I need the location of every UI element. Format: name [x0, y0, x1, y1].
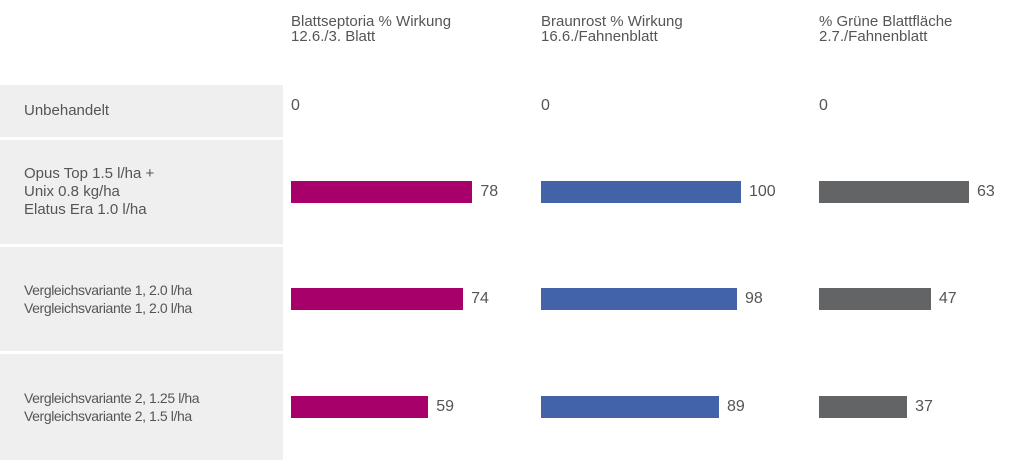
value-label: 37	[915, 398, 933, 415]
row-label: Vergleichsvariante 2, 1.25 l/ha Vergleic…	[0, 354, 283, 460]
column-title: % Grüne Blattfläche	[819, 13, 953, 30]
value-label: 0	[819, 97, 828, 114]
value-label: 0	[541, 97, 550, 114]
row-label: Vergleichsvariante 1, 2.0 l/ha Vergleich…	[0, 247, 283, 351]
column-title: Braunrost % Wirkung	[541, 13, 683, 30]
row-label: Opus Top 1.5 l/ha + Unix 0.8 kg/ha Elatu…	[0, 140, 283, 244]
value-label: 100	[749, 183, 776, 200]
column-subtitle: 16.6./Fahnenblatt	[541, 28, 658, 45]
bar	[291, 396, 429, 418]
value-label: 47	[938, 290, 957, 307]
bar	[541, 288, 737, 310]
value-label: 63	[977, 183, 995, 200]
bar	[291, 181, 473, 203]
bar	[541, 181, 741, 203]
column-title: Blattseptoria % Wirkung	[291, 13, 452, 30]
row-label: Unbehandelt	[0, 85, 283, 137]
column-subtitle: 12.6./3. Blatt	[291, 28, 376, 45]
bar	[541, 396, 719, 418]
bar	[819, 181, 969, 203]
column-subtitle: 2.7./Fahnenblatt	[819, 28, 928, 45]
value-label: 89	[727, 398, 745, 415]
bar	[819, 288, 931, 310]
value-label: 59	[436, 398, 454, 415]
value-label: 98	[745, 290, 763, 307]
bar	[291, 288, 464, 310]
bar	[819, 396, 908, 418]
value-label: 74	[471, 290, 489, 307]
value-label: 0	[291, 97, 300, 114]
value-label: 78	[480, 183, 499, 200]
